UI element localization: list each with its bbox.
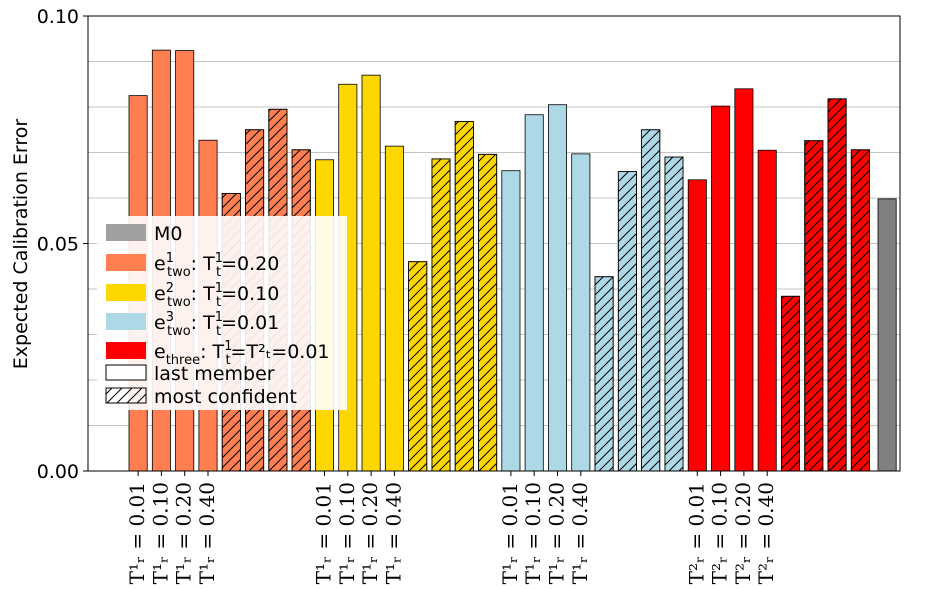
- bar-e_two_3-last-member-3: [571, 153, 591, 472]
- bar-hatch-overlay: [641, 129, 661, 472]
- x-tick-label: T¹ᵣ = 0.40: [381, 482, 405, 584]
- x-tick-label: T¹ᵣ = 0.01: [498, 482, 522, 584]
- y-axis-label: Expected Calibration Error: [10, 119, 32, 370]
- x-tick-label: T¹ᵣ = 0.20: [358, 482, 382, 584]
- legend-swatch-e_two_3: [106, 313, 146, 330]
- bar-e_three-last-member-2: [734, 88, 754, 472]
- y-tick-label: 0.05: [37, 234, 79, 256]
- axes: T¹ᵣ = 0.01 T¹ᵣ = 0.10 T¹ᵣ = 0.20 T¹ᵣ = 0.40…: [37, 6, 901, 584]
- bar-hatch-overlay: [431, 158, 451, 472]
- x-tick-label: T¹ᵣ = 0.10: [148, 482, 172, 584]
- x-tick-label: T²ᵣ = 0.40: [754, 482, 778, 584]
- bar-hatch-overlay: [781, 295, 801, 472]
- bar-e_three-last-member-0: [687, 179, 707, 472]
- bar-e_two_2-last-member-3: [384, 145, 404, 472]
- y-tick-label: 0.00: [37, 461, 79, 483]
- legend-label-M0: M0: [154, 223, 182, 245]
- legend-swatch-e_two_2: [106, 284, 146, 301]
- legend-label-e_two_2: e2 two: T1 t=0.10: [154, 281, 279, 310]
- x-tick-label: T²ᵣ = 0.01: [684, 482, 708, 584]
- legend-swatch-e_two_1: [106, 254, 146, 271]
- bar-e_three-last-member-1: [711, 105, 731, 472]
- bar-e_two_3-last-member-1: [524, 114, 544, 472]
- bar-e_three-last-member-3: [757, 149, 777, 472]
- bar-e_two_3-last-member-2: [548, 104, 568, 472]
- bar-e_two_3-last-member-0: [501, 170, 521, 472]
- legend-label-last: last member: [154, 363, 275, 385]
- x-tick-label: T¹ᵣ = 0.10: [335, 482, 359, 584]
- bar-hatch-overlay: [594, 276, 614, 472]
- bar-hatch-overlay: [850, 149, 870, 472]
- bar-hatch-overlay: [408, 261, 428, 472]
- legend-label-conf: most confident: [154, 386, 297, 408]
- bar-hatch-overlay: [454, 121, 474, 472]
- x-tick-label: T¹ᵣ = 0.40: [568, 482, 592, 584]
- legend-label-e_three: ethree: T1 t=T²ₜ=0.01: [154, 339, 330, 368]
- x-tick-label: T¹ᵣ = 0.40: [195, 482, 219, 584]
- bar-hatch-overlay: [804, 140, 824, 472]
- bar-hatch-overlay: [617, 171, 637, 472]
- x-tick-label: T¹ᵣ = 0.01: [125, 482, 149, 584]
- legend-label-e_two_1: e1 two: T1 t=0.20: [154, 251, 279, 280]
- bar-m0: [877, 198, 897, 472]
- x-tick-label: T¹ᵣ = 0.20: [545, 482, 569, 584]
- bar-hatch-overlay: [478, 153, 498, 472]
- legend-swatch-most-confident: [105, 387, 147, 404]
- legend-label-e_two_3: e3 two: T1 t=0.01: [154, 310, 279, 339]
- bar-hatch-overlay: [827, 98, 847, 472]
- legend-swatch-last-member: [105, 364, 147, 381]
- x-tick-label: T²ᵣ = 0.20: [731, 482, 755, 584]
- legend-swatch-e_three: [106, 342, 146, 359]
- bar-e_two_2-last-member-2: [361, 74, 381, 472]
- x-tick-label: T¹ᵣ = 0.01: [312, 482, 336, 584]
- y-tick-label: 0.10: [37, 6, 79, 28]
- x-tick-label: T¹ᵣ = 0.20: [172, 482, 196, 584]
- x-tick-label: T¹ᵣ = 0.10: [521, 482, 545, 584]
- legend-swatch-M0: [106, 224, 146, 241]
- x-tick-label: T²ᵣ = 0.10: [708, 482, 732, 584]
- bar-hatch-overlay: [664, 156, 684, 472]
